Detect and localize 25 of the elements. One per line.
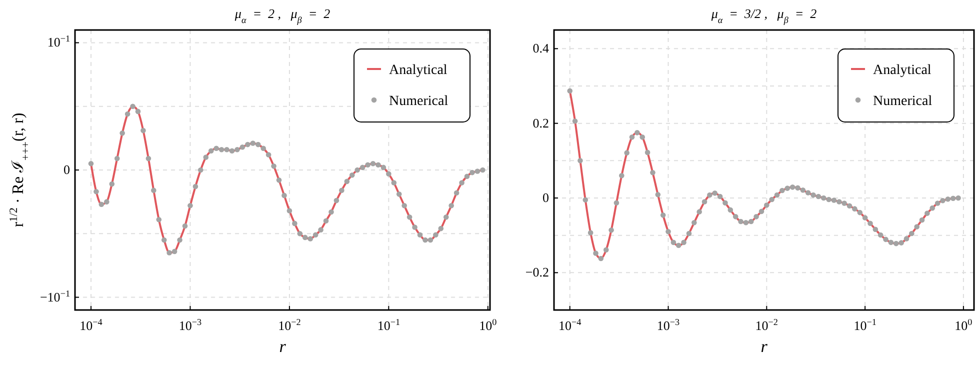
x-axis-title: r [279,337,286,356]
x-axis-title: r [760,337,768,356]
x-tick-label: 10$^{−2}$ [278,317,302,333]
x-tick-label: 10$^{−3}$ [656,317,680,333]
y-tick-label: 0.4 [532,40,550,56]
y-tick-label: −10$^{−1}$ [40,288,70,304]
y-tick-label: −0.2 [525,264,549,280]
chart-title: μ$_{α}$ = 2 , μ$_{β}$ = 2 [234,6,331,25]
legend-label: Analytical [389,63,448,78]
x-tick-label: 10$^{−2}$ [755,317,778,333]
legend-label: Numerical [389,94,448,109]
x-tick-label: 10$^{−1}$ [377,317,400,333]
x-tick-label: 10$^{−4}$ [80,317,103,333]
y-tick-label: 0.2 [532,115,549,130]
legend-label: Analytical [873,63,932,78]
x-tick-label: 10$^{−4}$ [558,317,582,333]
y-tick-label: 0 [542,190,549,205]
x-tick-label: 10$^{−1}$ [854,317,876,333]
legend-label: Numerical [873,94,932,109]
x-tick-label: 10$^{−3}$ [178,317,202,333]
y-tick-label: 0 [64,162,70,177]
chart-title: μ$_{α}$ = 3/2 , μ$_{β}$ = 2 [710,6,818,25]
x-tick-label: 10$^{0}$ [954,317,973,333]
y-tick-label: 10$^{−1}$ [47,34,70,50]
x-tick-label: 10$^{0}$ [479,317,498,333]
